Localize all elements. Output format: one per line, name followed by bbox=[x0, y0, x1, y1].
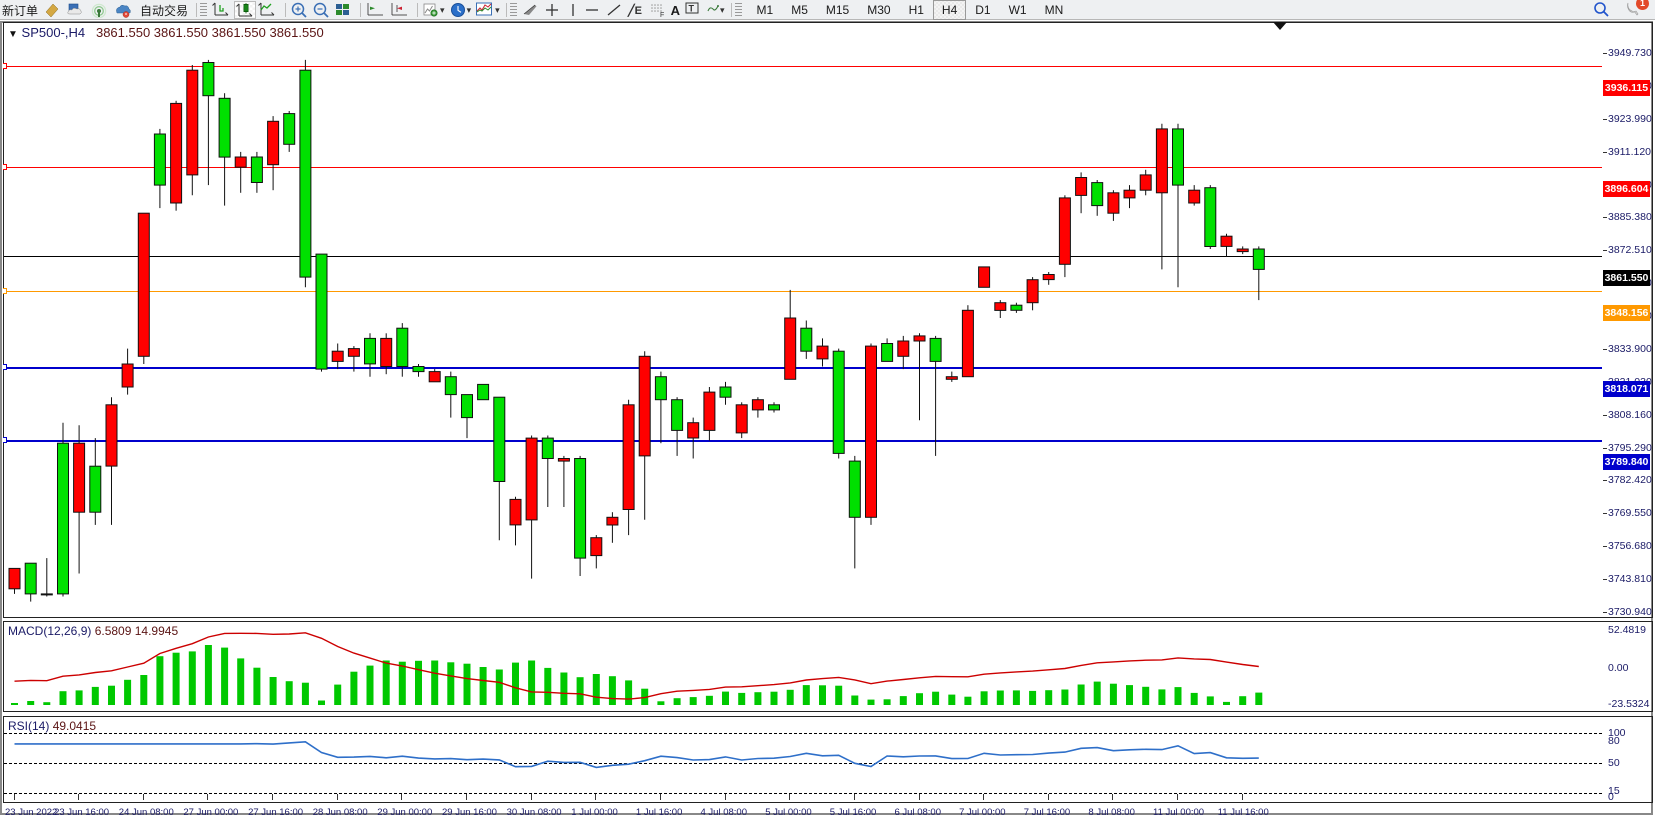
svg-text:╱E: ╱E bbox=[627, 3, 642, 17]
svg-text:F: F bbox=[660, 12, 664, 19]
svg-text:T: T bbox=[689, 4, 695, 14]
